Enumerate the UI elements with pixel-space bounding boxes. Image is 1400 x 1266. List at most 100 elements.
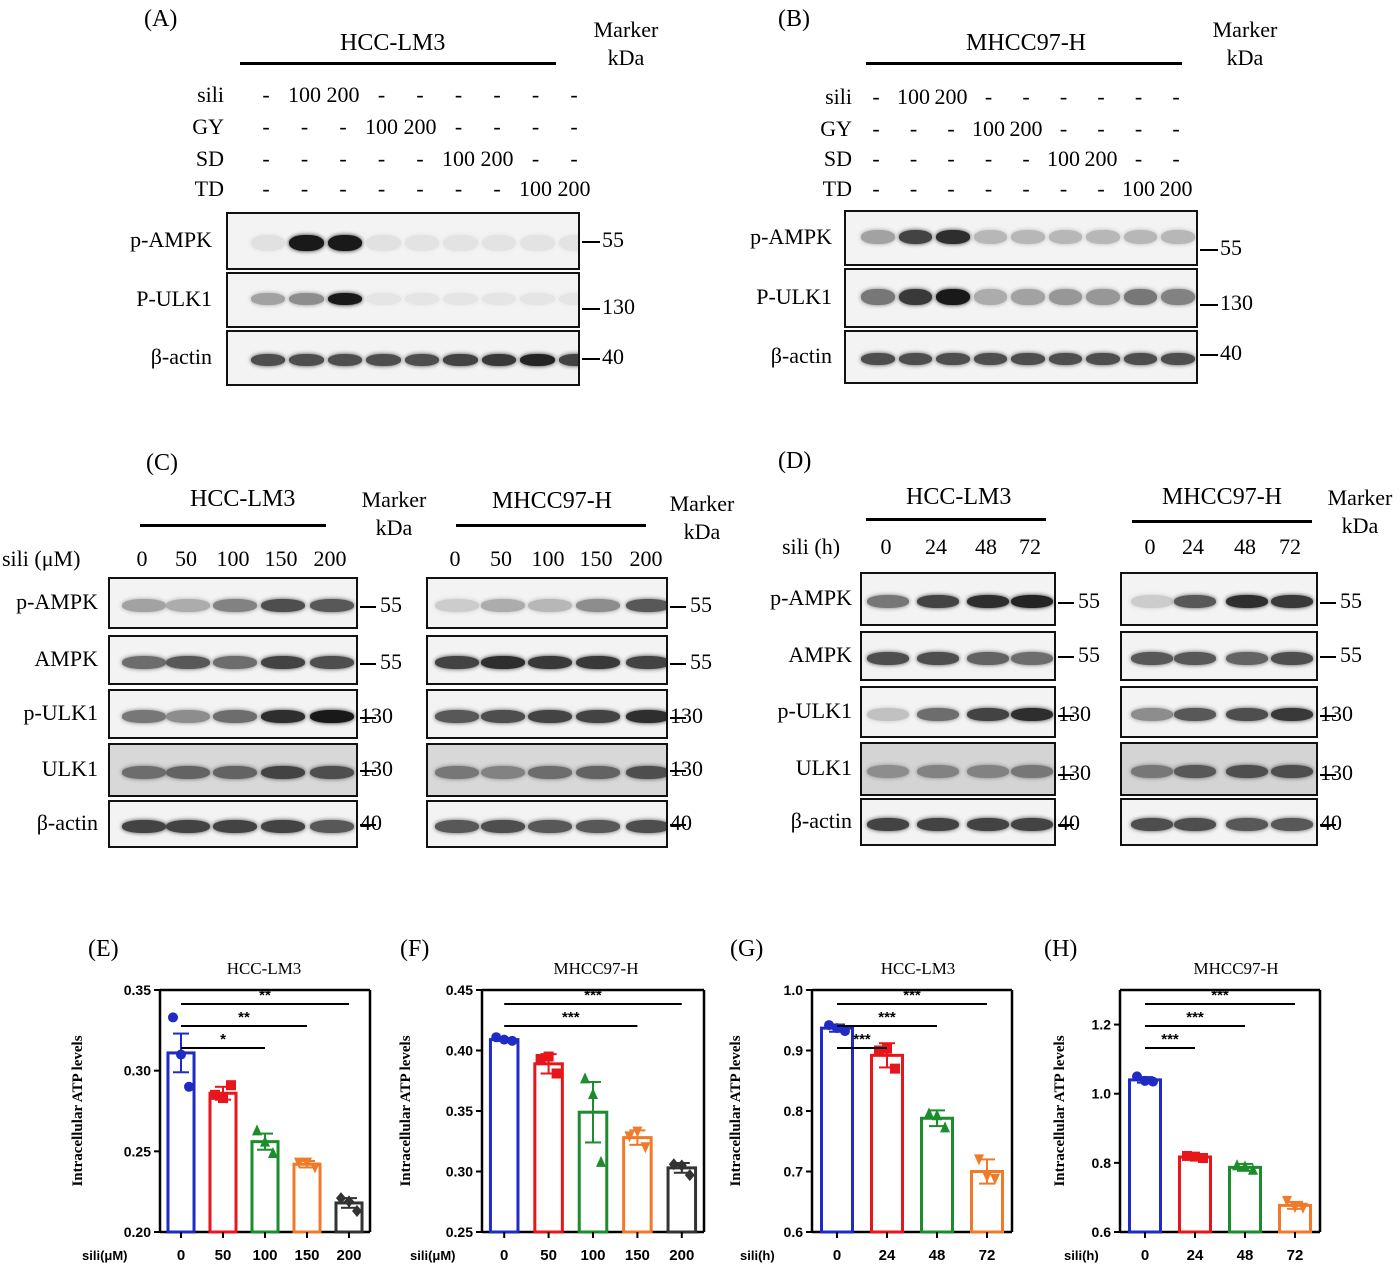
treatment-value: - <box>984 84 993 109</box>
blot-membrane <box>860 742 1056 796</box>
mw-tick <box>1058 774 1074 777</box>
bar <box>292 1162 322 1234</box>
x-tick-label: 48 <box>929 1247 946 1264</box>
data-point <box>890 1063 900 1074</box>
blot-band <box>973 289 1008 305</box>
treatment-label-c: sili (μM) <box>2 546 81 571</box>
blot-band <box>867 707 909 721</box>
blot-band <box>861 353 895 365</box>
treatment-value: - <box>570 82 578 107</box>
treatment-value: 100 <box>972 116 1005 141</box>
data-point <box>210 1089 220 1100</box>
panel-letter: (E) <box>88 936 119 962</box>
blot-band <box>404 354 440 366</box>
treatment-value: - <box>300 176 309 201</box>
bar <box>820 1026 854 1234</box>
blot-label: AMPK <box>788 642 852 667</box>
mw-tick <box>1320 714 1336 717</box>
blot-band <box>1123 230 1158 245</box>
blot-band <box>1226 651 1268 665</box>
treatment-row-name: GY <box>192 114 224 139</box>
data-point <box>1198 1153 1208 1164</box>
significance-label: *** <box>853 1031 871 1048</box>
data-point <box>924 1107 934 1119</box>
treatment-value: 200 <box>557 176 591 201</box>
mw-tick <box>1320 656 1336 658</box>
marker-label-a: Marker kDa <box>593 17 659 70</box>
treatment-value: 200 <box>1159 176 1193 201</box>
blot-band <box>166 765 210 779</box>
cell-line-underline-d2 <box>1132 520 1312 523</box>
blot-band <box>435 765 479 779</box>
blot-band <box>1226 764 1268 778</box>
blot-band <box>1011 353 1045 365</box>
blot-band <box>213 709 257 723</box>
blot-band <box>1271 707 1313 721</box>
cell-line-underline-d1 <box>866 518 1046 521</box>
treatment-value: - <box>1134 116 1143 141</box>
blot-band <box>967 594 1009 608</box>
y-tick-label: 0.9 <box>784 1043 804 1059</box>
treatment-value: - <box>947 146 955 171</box>
bar <box>533 1062 564 1234</box>
blot-band <box>898 230 933 245</box>
treatment-value: - <box>339 146 347 171</box>
data-point <box>218 1093 228 1104</box>
treatment-value: - <box>262 114 270 139</box>
treatment-value: - <box>377 82 386 107</box>
x-tick-label: 0 <box>833 1247 841 1264</box>
data-point <box>551 1068 562 1079</box>
marker-label-c2: Marker kDa <box>669 491 735 544</box>
mw-label: 40 <box>360 810 382 835</box>
treatment-value: - <box>262 82 270 107</box>
blot-band <box>122 655 166 669</box>
cell-line-underline-c2 <box>456 524 646 527</box>
blot-band <box>1174 594 1216 608</box>
blot-membrane <box>226 330 580 386</box>
mw-label: 55 <box>1078 642 1100 667</box>
data-point <box>990 1173 1000 1185</box>
treatment-value: - <box>984 146 993 171</box>
treatment-value: - <box>1097 84 1105 109</box>
blot-band <box>166 709 210 723</box>
y-tick-label: 0.30 <box>446 1164 473 1180</box>
mw-tick <box>1200 304 1218 306</box>
dose-label: 150 <box>579 546 613 571</box>
blot-membrane <box>426 689 668 739</box>
blot-band <box>1086 353 1120 365</box>
mw-label: 40 <box>1220 340 1242 366</box>
treatment-row-name: SD <box>195 146 224 171</box>
x-tick-label: 50 <box>215 1247 232 1264</box>
blot-band <box>576 709 620 723</box>
y-tick-label: 0.25 <box>124 1143 151 1159</box>
mw-tick <box>670 770 686 772</box>
data-point <box>982 1171 992 1183</box>
mw-tick <box>1320 774 1336 777</box>
time-label: 0 <box>1144 534 1156 559</box>
blot-band <box>261 709 305 723</box>
treatment-value: - <box>377 176 386 201</box>
treatment-value: 200 <box>403 114 437 139</box>
treatment-value: 100 <box>288 82 321 107</box>
blot-band <box>481 819 525 833</box>
treatment-value: - <box>872 116 880 141</box>
blot-band <box>250 293 286 306</box>
chart-title: HCC-LM3 <box>881 959 956 978</box>
bar <box>920 1116 954 1234</box>
blot-label: β-actin <box>36 810 98 835</box>
treatment-value: - <box>1022 176 1030 201</box>
blot-band <box>1174 764 1216 778</box>
blot-band <box>481 354 517 366</box>
data-point <box>1298 1202 1308 1214</box>
blot-label: β-actin <box>790 808 852 833</box>
treatment-value: 100 <box>897 84 930 109</box>
blot-band <box>867 764 909 778</box>
panel-letter: (H) <box>1044 936 1077 962</box>
treatment-value: - <box>493 82 501 107</box>
treatment-value: - <box>416 146 424 171</box>
significance-label: *** <box>1211 987 1229 1004</box>
blot-label: β-actin <box>770 343 832 368</box>
blot-membrane <box>426 577 668 629</box>
bar-chart-f: (F) MHCC97-H 0.25 0.30 0.35 0.40 0.45 Intracell… <box>398 936 706 1264</box>
y-tick-label: 0.25 <box>446 1224 473 1240</box>
